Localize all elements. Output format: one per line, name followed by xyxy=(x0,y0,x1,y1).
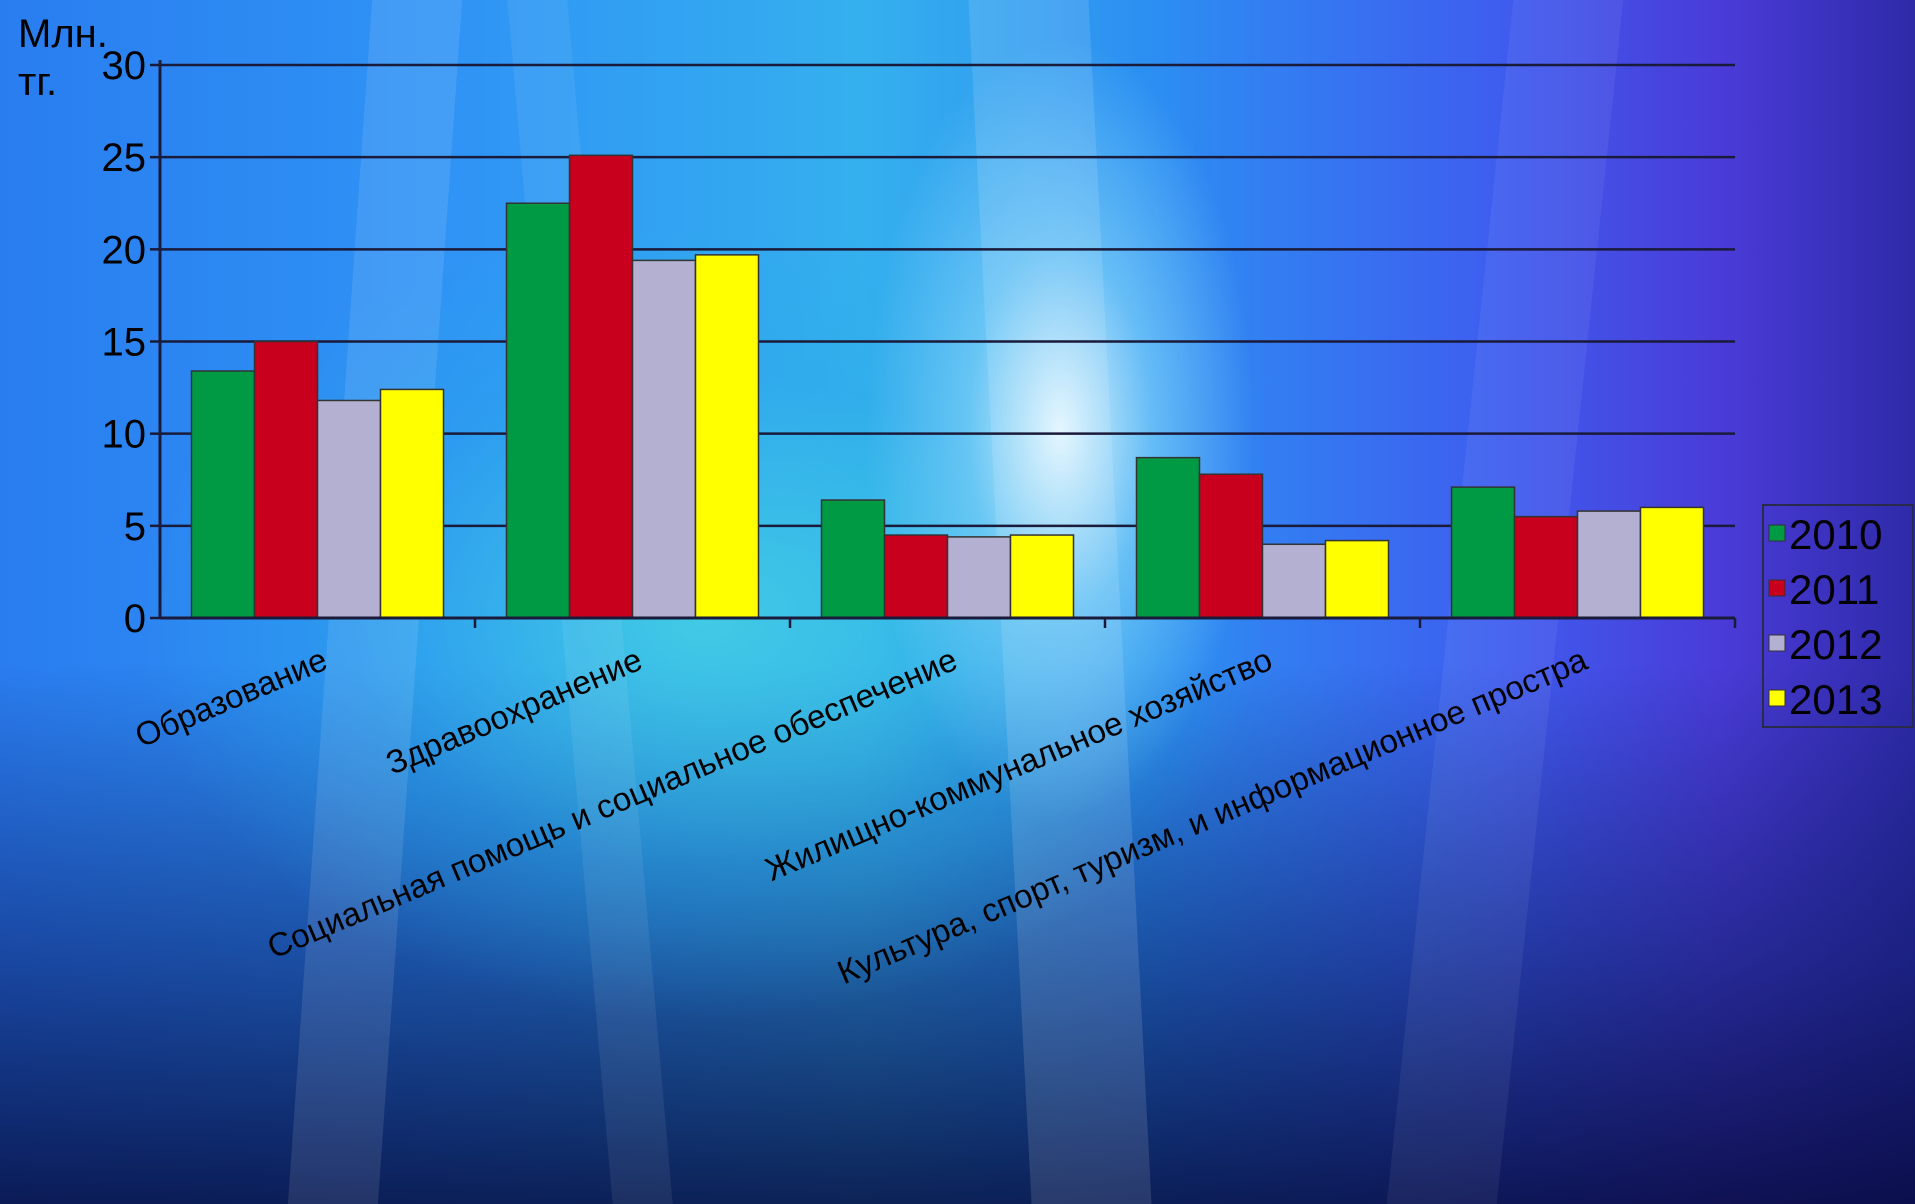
y-tick-label: 20 xyxy=(102,228,147,272)
category-label: Образование xyxy=(129,640,332,754)
bar-2013 xyxy=(1009,534,1075,619)
y-tick-label: 25 xyxy=(102,136,147,180)
bar-2013 xyxy=(379,388,445,619)
legend-swatch-2011 xyxy=(1768,579,1786,597)
legend: 2010 2011 2012 2013 xyxy=(1762,504,1914,728)
bar-2011 xyxy=(253,340,319,619)
bar-2012 xyxy=(946,536,1012,619)
bar-2010 xyxy=(820,499,886,619)
y-tick-label: 5 xyxy=(124,505,146,549)
bar-2011 xyxy=(883,534,949,619)
legend-box xyxy=(1762,504,1914,728)
bar-2011 xyxy=(568,154,634,619)
bar-2012 xyxy=(1261,543,1327,619)
category-label: Жилищно-коммунальное хозяйство xyxy=(760,640,1278,888)
bar-2012 xyxy=(316,399,382,619)
y-tick-label: 0 xyxy=(124,597,146,641)
bar-2012 xyxy=(631,259,697,619)
legend-swatch-2012 xyxy=(1768,634,1786,652)
bar-2013 xyxy=(1639,506,1705,619)
category-label: Здравоохранение xyxy=(380,640,647,781)
y-tick-label: 30 xyxy=(102,44,147,88)
bar-2010 xyxy=(505,202,571,619)
legend-label-2010: 2010 xyxy=(1789,511,1882,558)
bar-2013 xyxy=(1324,539,1390,619)
y-axis-unit-label: Млн. тг. xyxy=(18,12,108,104)
axes xyxy=(150,60,1737,628)
bar-2010 xyxy=(1450,486,1516,619)
bars xyxy=(190,154,1705,619)
bar-2012 xyxy=(1576,510,1642,619)
legend-label-2013: 2013 xyxy=(1789,676,1882,723)
y-tick-label: 10 xyxy=(102,413,147,457)
legend-label-2011: 2011 xyxy=(1789,566,1879,613)
legend-swatch-2013 xyxy=(1768,689,1786,707)
bar-2010 xyxy=(1135,456,1201,619)
legend-swatch-2010 xyxy=(1768,524,1786,542)
bar-2011 xyxy=(1513,515,1579,619)
legend-label-2012: 2012 xyxy=(1789,621,1882,668)
bar-2011 xyxy=(1198,473,1264,619)
bar-2013 xyxy=(694,254,760,619)
y-tick-label: 15 xyxy=(102,321,147,365)
bar-2010 xyxy=(190,370,256,619)
